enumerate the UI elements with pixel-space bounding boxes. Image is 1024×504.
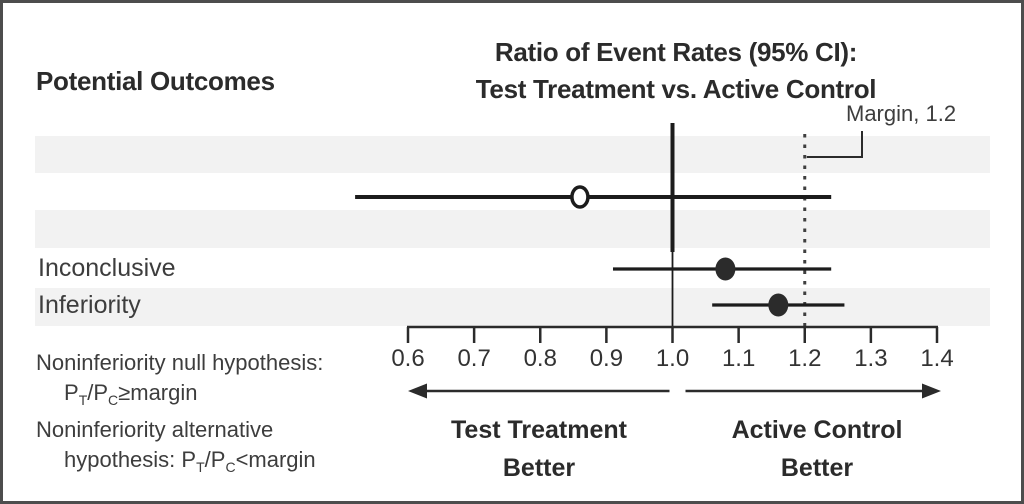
x-axis-tick-label: 0.6	[391, 345, 424, 372]
chart-title-line-2: Test Treatment vs. Active Control	[475, 74, 877, 104]
column-heading-potential-outcomes: Potential Outcomes	[36, 66, 275, 96]
right-arrow-head-icon	[922, 383, 941, 399]
chart-title: Ratio of Event Rates (95% CI): Test Trea…	[376, 34, 976, 108]
direction-label-test-treatment-better: Test Treatment Better	[409, 411, 669, 487]
row-label-inconclusive: Inconclusive	[38, 254, 176, 282]
left-arrow-head-icon	[408, 383, 427, 399]
point-estimate-filled-circle-row-3	[768, 293, 789, 317]
null-hypothesis-line-2: PT/PC≥margin	[64, 379, 198, 408]
row-stripe-3	[35, 288, 990, 326]
point-estimate-filled-circle-row-2	[715, 257, 736, 281]
hypothesis-note: Noninferiority null hypothesis: PT/PC≥ma…	[36, 348, 323, 482]
x-axis-tick-label: 1.1	[722, 345, 755, 372]
margin-annotation-label: Margin, 1.2	[846, 101, 957, 126]
x-axis-tick-label: 1.2	[788, 345, 821, 372]
point-estimate-open-circle	[570, 185, 590, 209]
direction-right-line-1: Active Control	[731, 416, 903, 444]
null-hypothesis-line-1: Noninferiority null hypothesis:	[36, 350, 324, 375]
direction-left-line-1: Test Treatment	[451, 416, 627, 444]
direction-left-line-2: Better	[502, 454, 576, 482]
x-axis-tick-label: 0.8	[524, 345, 557, 372]
x-axis-tick-label: 0.7	[457, 345, 490, 372]
x-axis-tick-label: 0.9	[590, 345, 623, 372]
row-label-inferiority: Inferiority	[38, 291, 141, 319]
row-stripe-1	[35, 136, 990, 173]
direction-right-line-2: Better	[780, 454, 854, 482]
x-axis-tick-label: 1.0	[656, 345, 689, 372]
alternative-hypothesis-line-2: hypothesis: PT/PC<margin	[64, 446, 316, 475]
margin-callout-line	[806, 131, 863, 158]
x-axis-tick-label: 1.3	[854, 345, 887, 372]
chart-title-line-1: Ratio of Event Rates (95% CI):	[494, 37, 858, 67]
x-axis-tick-label: 1.4	[920, 345, 953, 372]
row-stripe-2	[35, 210, 990, 248]
alternative-hypothesis-line-1: Noninferiority alternative	[36, 417, 274, 442]
direction-label-active-control-better: Active Control Better	[687, 411, 947, 487]
